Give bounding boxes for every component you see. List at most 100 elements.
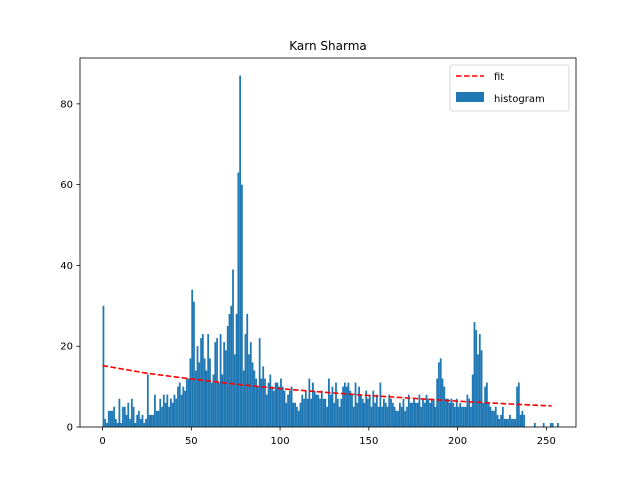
histogram-bar bbox=[519, 414, 522, 427]
histogram-bar bbox=[258, 338, 261, 427]
histogram-bar bbox=[503, 418, 506, 427]
histogram-bar bbox=[454, 406, 456, 427]
histogram-bar bbox=[212, 374, 215, 427]
histogram-bar bbox=[423, 402, 426, 427]
histogram-bar bbox=[109, 410, 112, 427]
histogram-bar bbox=[452, 402, 455, 427]
histogram-bar bbox=[223, 342, 226, 427]
x-axis: 0 50 100 150 200 250 bbox=[99, 427, 556, 447]
histogram-bar bbox=[493, 410, 495, 427]
histogram-bar bbox=[214, 342, 217, 427]
histogram-bar bbox=[141, 414, 144, 427]
histogram-bar bbox=[322, 398, 325, 427]
histogram-bar bbox=[413, 398, 415, 427]
histogram-bar bbox=[477, 354, 479, 427]
histogram-bar bbox=[194, 370, 197, 427]
histogram-bar bbox=[466, 394, 469, 427]
histogram-bar bbox=[494, 406, 497, 427]
histogram-bar bbox=[129, 418, 131, 427]
histogram-bar bbox=[354, 382, 357, 427]
histogram-bar bbox=[521, 410, 524, 427]
histogram-bar bbox=[185, 378, 188, 427]
histogram-bar bbox=[356, 402, 359, 427]
histogram-bar bbox=[407, 394, 410, 427]
histogram-bar bbox=[225, 350, 227, 427]
histogram-bar bbox=[480, 350, 483, 427]
histogram-bar bbox=[230, 305, 233, 427]
histogram-bar bbox=[416, 402, 419, 427]
histogram-bar bbox=[264, 378, 266, 427]
histogram-bar bbox=[516, 386, 518, 427]
histogram-bar bbox=[116, 422, 119, 427]
histogram-bar bbox=[232, 269, 234, 427]
histogram-bar bbox=[340, 398, 343, 427]
histogram-bar bbox=[297, 410, 300, 427]
histogram-bar bbox=[395, 410, 398, 427]
histogram-bar bbox=[178, 382, 181, 427]
histogram-bar bbox=[377, 406, 380, 427]
histogram-bar bbox=[239, 75, 242, 427]
histogram-bar bbox=[267, 382, 270, 427]
histogram-bar bbox=[113, 406, 115, 427]
histogram-bar bbox=[123, 406, 126, 427]
histogram-bar bbox=[462, 406, 465, 427]
chart-title: Karn Sharma bbox=[289, 39, 367, 53]
histogram-bar bbox=[512, 418, 515, 427]
histogram-bar bbox=[313, 390, 316, 427]
histogram-bar bbox=[241, 184, 243, 427]
histogram-bar bbox=[439, 358, 442, 427]
histogram-bar bbox=[125, 414, 128, 427]
histogram-bar bbox=[430, 398, 433, 427]
histogram-bar bbox=[498, 418, 501, 427]
histogram-bar bbox=[478, 334, 481, 427]
histogram-bar bbox=[338, 406, 341, 427]
histogram-bar bbox=[146, 374, 149, 427]
histogram-bar bbox=[296, 406, 298, 427]
histogram-bar bbox=[352, 406, 355, 427]
histogram-bar bbox=[193, 301, 195, 427]
histogram-bar bbox=[351, 394, 353, 427]
histogram-bar bbox=[482, 402, 485, 427]
y-tick-label: 0 bbox=[67, 423, 73, 434]
histogram-bar bbox=[189, 358, 192, 427]
histogram-bar bbox=[461, 406, 463, 427]
legend-hist-swatch bbox=[456, 92, 484, 102]
histogram-bar bbox=[533, 422, 536, 427]
histogram-bar bbox=[244, 334, 247, 427]
histogram-bar bbox=[459, 402, 462, 427]
histogram-bar bbox=[367, 398, 369, 427]
legend: fit histogram bbox=[449, 64, 570, 112]
histogram-bar bbox=[496, 414, 499, 427]
histogram-bar bbox=[335, 382, 337, 427]
histogram-bar bbox=[427, 398, 430, 427]
histogram-bar bbox=[326, 406, 328, 427]
histogram-bar bbox=[132, 406, 135, 427]
histogram-bar bbox=[379, 382, 382, 427]
x-tick-label: 100 bbox=[271, 436, 290, 447]
histogram-bar bbox=[139, 418, 142, 427]
histogram-bar bbox=[507, 418, 510, 427]
histogram-bar bbox=[347, 382, 350, 427]
histogram-bar bbox=[391, 402, 394, 427]
histogram-bar bbox=[203, 358, 206, 427]
histogram-bar bbox=[106, 422, 108, 427]
histogram-bar bbox=[409, 402, 412, 427]
histogram-bar bbox=[269, 374, 272, 427]
histogram-bar bbox=[111, 410, 114, 427]
histogram-bar bbox=[400, 406, 403, 427]
plot-area: 0 50 100 150 200 250 0 20 40 60 80 bbox=[60, 57, 577, 447]
histogram-bar bbox=[287, 394, 289, 427]
histogram-bar bbox=[122, 406, 124, 427]
histogram-bar bbox=[523, 414, 526, 427]
histogram-bar bbox=[281, 386, 284, 427]
histogram-bar bbox=[301, 394, 304, 427]
histogram-bar bbox=[361, 398, 364, 427]
histogram-bar bbox=[274, 382, 277, 427]
histogram-bar bbox=[441, 378, 444, 427]
histogram-bar bbox=[468, 398, 471, 427]
histogram-bar bbox=[432, 398, 435, 427]
histogram-bar bbox=[402, 398, 405, 427]
histogram-bar bbox=[328, 378, 330, 427]
histogram-bar bbox=[365, 390, 368, 427]
histogram-bar bbox=[159, 398, 162, 427]
